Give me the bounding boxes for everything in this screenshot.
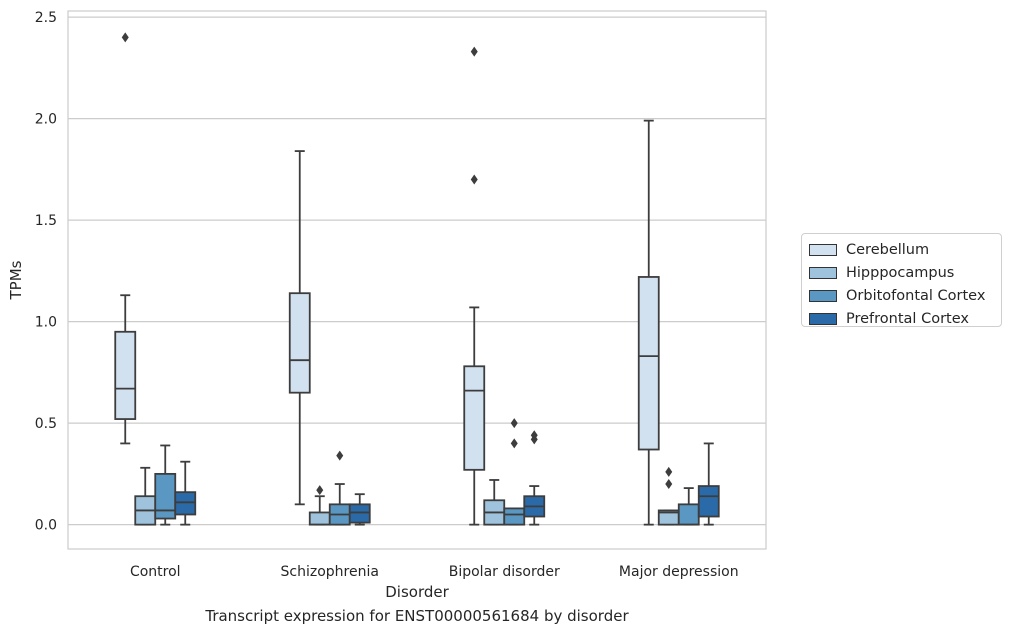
chart-caption: Transcript expression for ENST0000056168…	[205, 607, 629, 625]
legend-item: Hipppocampus	[809, 261, 1001, 284]
box-orbitofontal-cortex	[154, 444, 177, 526]
box-hipppocampus	[483, 479, 506, 526]
plot-frame	[67, 10, 767, 550]
boxes-layer	[114, 32, 720, 526]
ticks-layer: 0.0 0.5 1.0 1.5 2.0 2.5 Control Schizophrenia Bi…	[35, 10, 739, 580]
box-hipppocampus	[308, 485, 331, 526]
y-tick-label: 1.5	[35, 213, 57, 229]
box-cerebellum	[114, 32, 137, 445]
legend-swatch	[809, 266, 837, 279]
box-iqr	[463, 365, 486, 471]
y-tick-label: 1.0	[35, 315, 57, 331]
box-iqr	[114, 330, 137, 420]
outlier-point	[470, 174, 478, 185]
box-iqr	[697, 485, 720, 518]
legend-label: Prefrontal Cortex	[846, 310, 969, 327]
box-prefrontal-cortex	[523, 430, 546, 526]
x-tick-label: Control	[130, 564, 181, 580]
box-iqr	[288, 292, 311, 394]
y-tick-label: 2.5	[35, 10, 57, 26]
box-cerebellum	[463, 46, 486, 526]
legend-item: Prefrontal Cortex	[809, 307, 1001, 330]
outlier-point	[470, 46, 478, 57]
legend-item: Orbitofontal Cortex	[809, 284, 1001, 307]
y-tick-label: 0.0	[35, 518, 57, 534]
box-orbitofontal-cortex	[677, 487, 700, 526]
legend-label: Cerebellum	[846, 241, 930, 258]
box-iqr	[677, 503, 700, 526]
box-prefrontal-cortex	[174, 460, 197, 526]
legend-label: Hipppocampus	[846, 264, 955, 281]
outlier-point	[665, 466, 673, 477]
y-tick-label: 0.5	[35, 416, 57, 432]
legend-swatch	[809, 289, 837, 302]
box-prefrontal-cortex	[348, 493, 371, 526]
legend: Cerebellum Hipppocampus Orbitofontal Corte…	[801, 233, 1002, 327]
box-iqr	[154, 472, 177, 520]
legend-swatch	[809, 243, 837, 256]
box-cerebellum	[288, 150, 311, 506]
outlier-point	[530, 430, 538, 441]
x-axis-label: Disorder	[385, 583, 449, 601]
box-hipppocampus	[134, 466, 157, 526]
y-axis-label: TPMs	[7, 260, 25, 300]
legend-swatch	[809, 312, 837, 325]
legend-item: Cerebellum	[809, 238, 1001, 261]
box-prefrontal-cortex	[697, 442, 720, 526]
outlier-point	[510, 438, 518, 449]
box-iqr	[637, 276, 660, 451]
box-hipppocampus	[657, 466, 680, 526]
legend-label: Orbitofontal Cortex	[846, 287, 986, 304]
x-tick-label: Major depression	[619, 564, 739, 580]
box-iqr	[503, 507, 526, 526]
outlier-point	[665, 479, 673, 490]
box-iqr	[308, 511, 331, 526]
outlier-point	[121, 32, 129, 43]
outlier-point	[316, 485, 324, 496]
box-orbitofontal-cortex	[328, 450, 351, 526]
box-iqr	[174, 491, 197, 516]
y-tick-label: 2.0	[35, 112, 57, 128]
box-cerebellum	[637, 119, 660, 526]
outlier-point	[510, 418, 518, 429]
box-orbitofontal-cortex	[503, 418, 526, 526]
x-tick-label: Bipolar disorder	[449, 564, 560, 580]
x-tick-label: Schizophrenia	[281, 564, 379, 580]
grid-layer	[68, 16, 766, 526]
box-iqr	[348, 503, 371, 524]
outlier-point	[336, 450, 344, 461]
